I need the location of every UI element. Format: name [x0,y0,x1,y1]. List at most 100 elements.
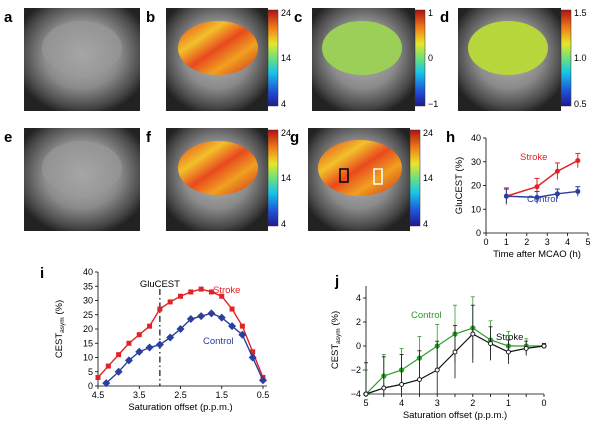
y-tick-label: −4 [351,389,361,399]
x-tick-label: 1 [506,398,511,408]
x-tick-label: 3 [435,398,440,408]
colorbar-b-mid: 14 [281,53,291,63]
colorbar-d-mid: 1.0 [574,53,587,63]
data-point [178,293,183,299]
legend-control: Control [411,310,442,321]
data-point [259,376,267,385]
data-point [470,331,476,337]
data-point [399,381,405,387]
data-point [167,299,173,305]
data-point [488,341,494,347]
glucest-annotation: GluCEST [140,279,180,290]
data-point [95,374,101,380]
x-tick-label: 0 [483,237,488,247]
panel-label-g: g [290,129,299,146]
y-tick-label: 2 [356,317,361,327]
data-point [554,168,560,174]
colorbar-c-top: 1 [428,8,433,18]
panel-label-d: d [440,9,449,26]
data-point [198,286,204,292]
data-point [575,188,581,194]
panel-f: f 24 14 4 [146,128,291,231]
data-point [363,391,369,397]
colorbar-d-bottom: 0.5 [574,99,587,109]
y-tick-label: 4 [356,293,361,303]
panel-e: e [4,128,140,231]
panel-label-i: i [40,265,44,282]
x-tick-label-minor: 2.5 [449,398,462,408]
data-point [219,293,225,299]
y-tick-label: 0 [476,228,481,238]
series-line-control [506,190,578,199]
data-point [176,325,185,333]
data-point [105,363,111,369]
panel-label-c: c [294,9,302,26]
data-point [523,345,529,351]
data-point [207,309,216,318]
colorbar-g [409,129,421,227]
data-point [197,312,206,321]
x-tick-label: 3 [545,237,550,247]
colorbar-b [267,9,279,107]
y-tick-label: 20 [83,324,93,334]
y-tick-label: 20 [471,181,481,191]
colorbar-g-mid: 14 [423,173,433,183]
colorbar-f [267,129,279,227]
data-point [145,343,154,352]
y-tick-label: 10 [471,204,481,214]
y-tick-label: 15 [83,338,93,348]
x-tick-label: 2.5 [174,390,187,400]
x-tick-label: 1 [504,237,509,247]
data-point [505,349,511,355]
series-line-control [105,312,264,384]
x-axis-label: Saturation offset (p.p.m.) [128,402,232,413]
data-point [248,353,257,362]
legend-control: Control [527,194,558,205]
data-point [503,193,509,199]
x-tick-label: 5 [363,398,368,408]
data-point [217,313,226,322]
brain-outline-e [42,141,122,195]
x-tick-label-minor: 4.5 [378,398,391,408]
y-tick-label: 40 [471,133,481,143]
y-tick-label: 40 [83,267,93,277]
colorbar-d-top: 1.5 [574,8,587,18]
x-tick-label-minor: 3.5 [413,398,426,408]
series-line-stroke [506,159,579,197]
data-point [416,377,422,383]
colorbar-d [560,9,572,107]
data-point [147,323,153,329]
y-axis-label: GluCEST (%) [454,157,465,214]
panel-g: g 24 14 4 [290,128,433,231]
x-tick-label: 0 [541,398,546,408]
data-point [208,289,214,295]
data-point [554,191,560,197]
data-point [381,385,387,391]
x-axis-label: Time after MCAO (h) [493,249,581,260]
roi-left [339,168,349,183]
data-point [102,379,111,388]
y-tick-label: 25 [83,310,93,320]
x-tick-label-minor: 0.5 [520,398,533,408]
heatmap-overlay-g [318,140,402,196]
panel-label-a: a [4,9,13,26]
legend-stroke: Stroke [520,152,547,163]
y-tick-label: 30 [83,296,93,306]
data-point [157,306,163,312]
colorbar-b-top: 24 [281,8,291,18]
brain-outline [42,21,122,75]
y-tick-label: 35 [83,281,93,291]
data-point [114,367,123,376]
x-tick-label: 3.5 [133,390,146,400]
y-tick-label: −2 [351,365,361,375]
panel-label-j: j [334,273,339,290]
panel-label-e: e [4,129,12,146]
data-point [228,322,237,331]
data-point [188,289,194,295]
data-point [136,332,142,338]
data-point [534,194,540,200]
roi-right [373,168,383,185]
x-axis-label: Saturation offset (p.p.m.) [403,410,507,421]
panel-label-h: h [446,129,455,146]
